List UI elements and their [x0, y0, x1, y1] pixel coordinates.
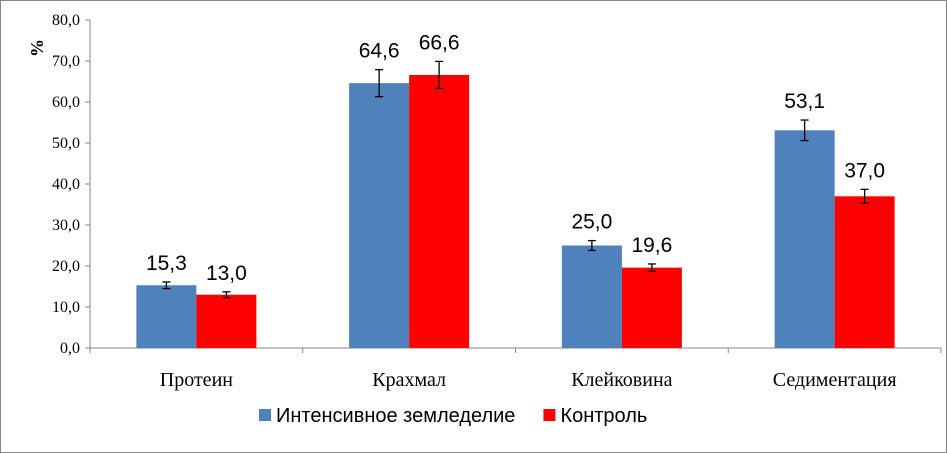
- data-labels: 15,3 13,0 64,6 66,6 25,0 19,6 53,1 37,0: [146, 31, 885, 284]
- x-tick-label: Протеин: [160, 369, 234, 391]
- y-tick-label: 80,0: [52, 12, 80, 29]
- y-tick-label: 50,0: [52, 135, 80, 152]
- data-label: 13,0: [206, 262, 247, 285]
- x-tick-label: Крахмал: [372, 369, 446, 391]
- x-tick-label: Седиментация: [773, 369, 897, 391]
- bar: [409, 74, 470, 348]
- y-tick-label: 20,0: [52, 258, 80, 275]
- legend: Интенсивное земледелие Контроль: [259, 405, 647, 427]
- bar: [561, 245, 622, 348]
- y-tick-label: 0,0: [60, 340, 80, 357]
- legend-label: Контроль: [560, 405, 647, 427]
- data-label: 19,6: [631, 234, 672, 257]
- legend-label: Интенсивное земледелие: [276, 405, 515, 427]
- data-label: 15,3: [146, 252, 187, 275]
- data-label: 66,6: [419, 31, 460, 54]
- bar: [621, 267, 682, 348]
- x-tick-label: Клейковина: [571, 369, 672, 391]
- axes: 0,0 10,0 20,0 30,0 40,0 50,0 60,0 70,0 80,0% Прот…: [27, 12, 942, 391]
- y-axis-title: %: [27, 39, 47, 57]
- bar: [834, 196, 895, 348]
- bar: [774, 130, 835, 348]
- y-tick-label: 70,0: [52, 53, 80, 70]
- bar: [136, 285, 197, 348]
- bar: [349, 83, 410, 348]
- data-label: 64,6: [359, 40, 400, 63]
- y-tick-label: 60,0: [52, 94, 80, 111]
- legend-swatch: [543, 409, 556, 421]
- y-tick-label: 10,0: [52, 299, 80, 316]
- data-label: 53,1: [784, 90, 825, 113]
- y-tick-label: 30,0: [52, 217, 80, 234]
- y-tick-label: 40,0: [52, 176, 80, 193]
- data-label: 37,0: [844, 159, 885, 182]
- legend-swatch: [259, 409, 271, 421]
- bars: [136, 60, 895, 348]
- bar: [196, 294, 257, 348]
- data-label: 25,0: [571, 211, 612, 234]
